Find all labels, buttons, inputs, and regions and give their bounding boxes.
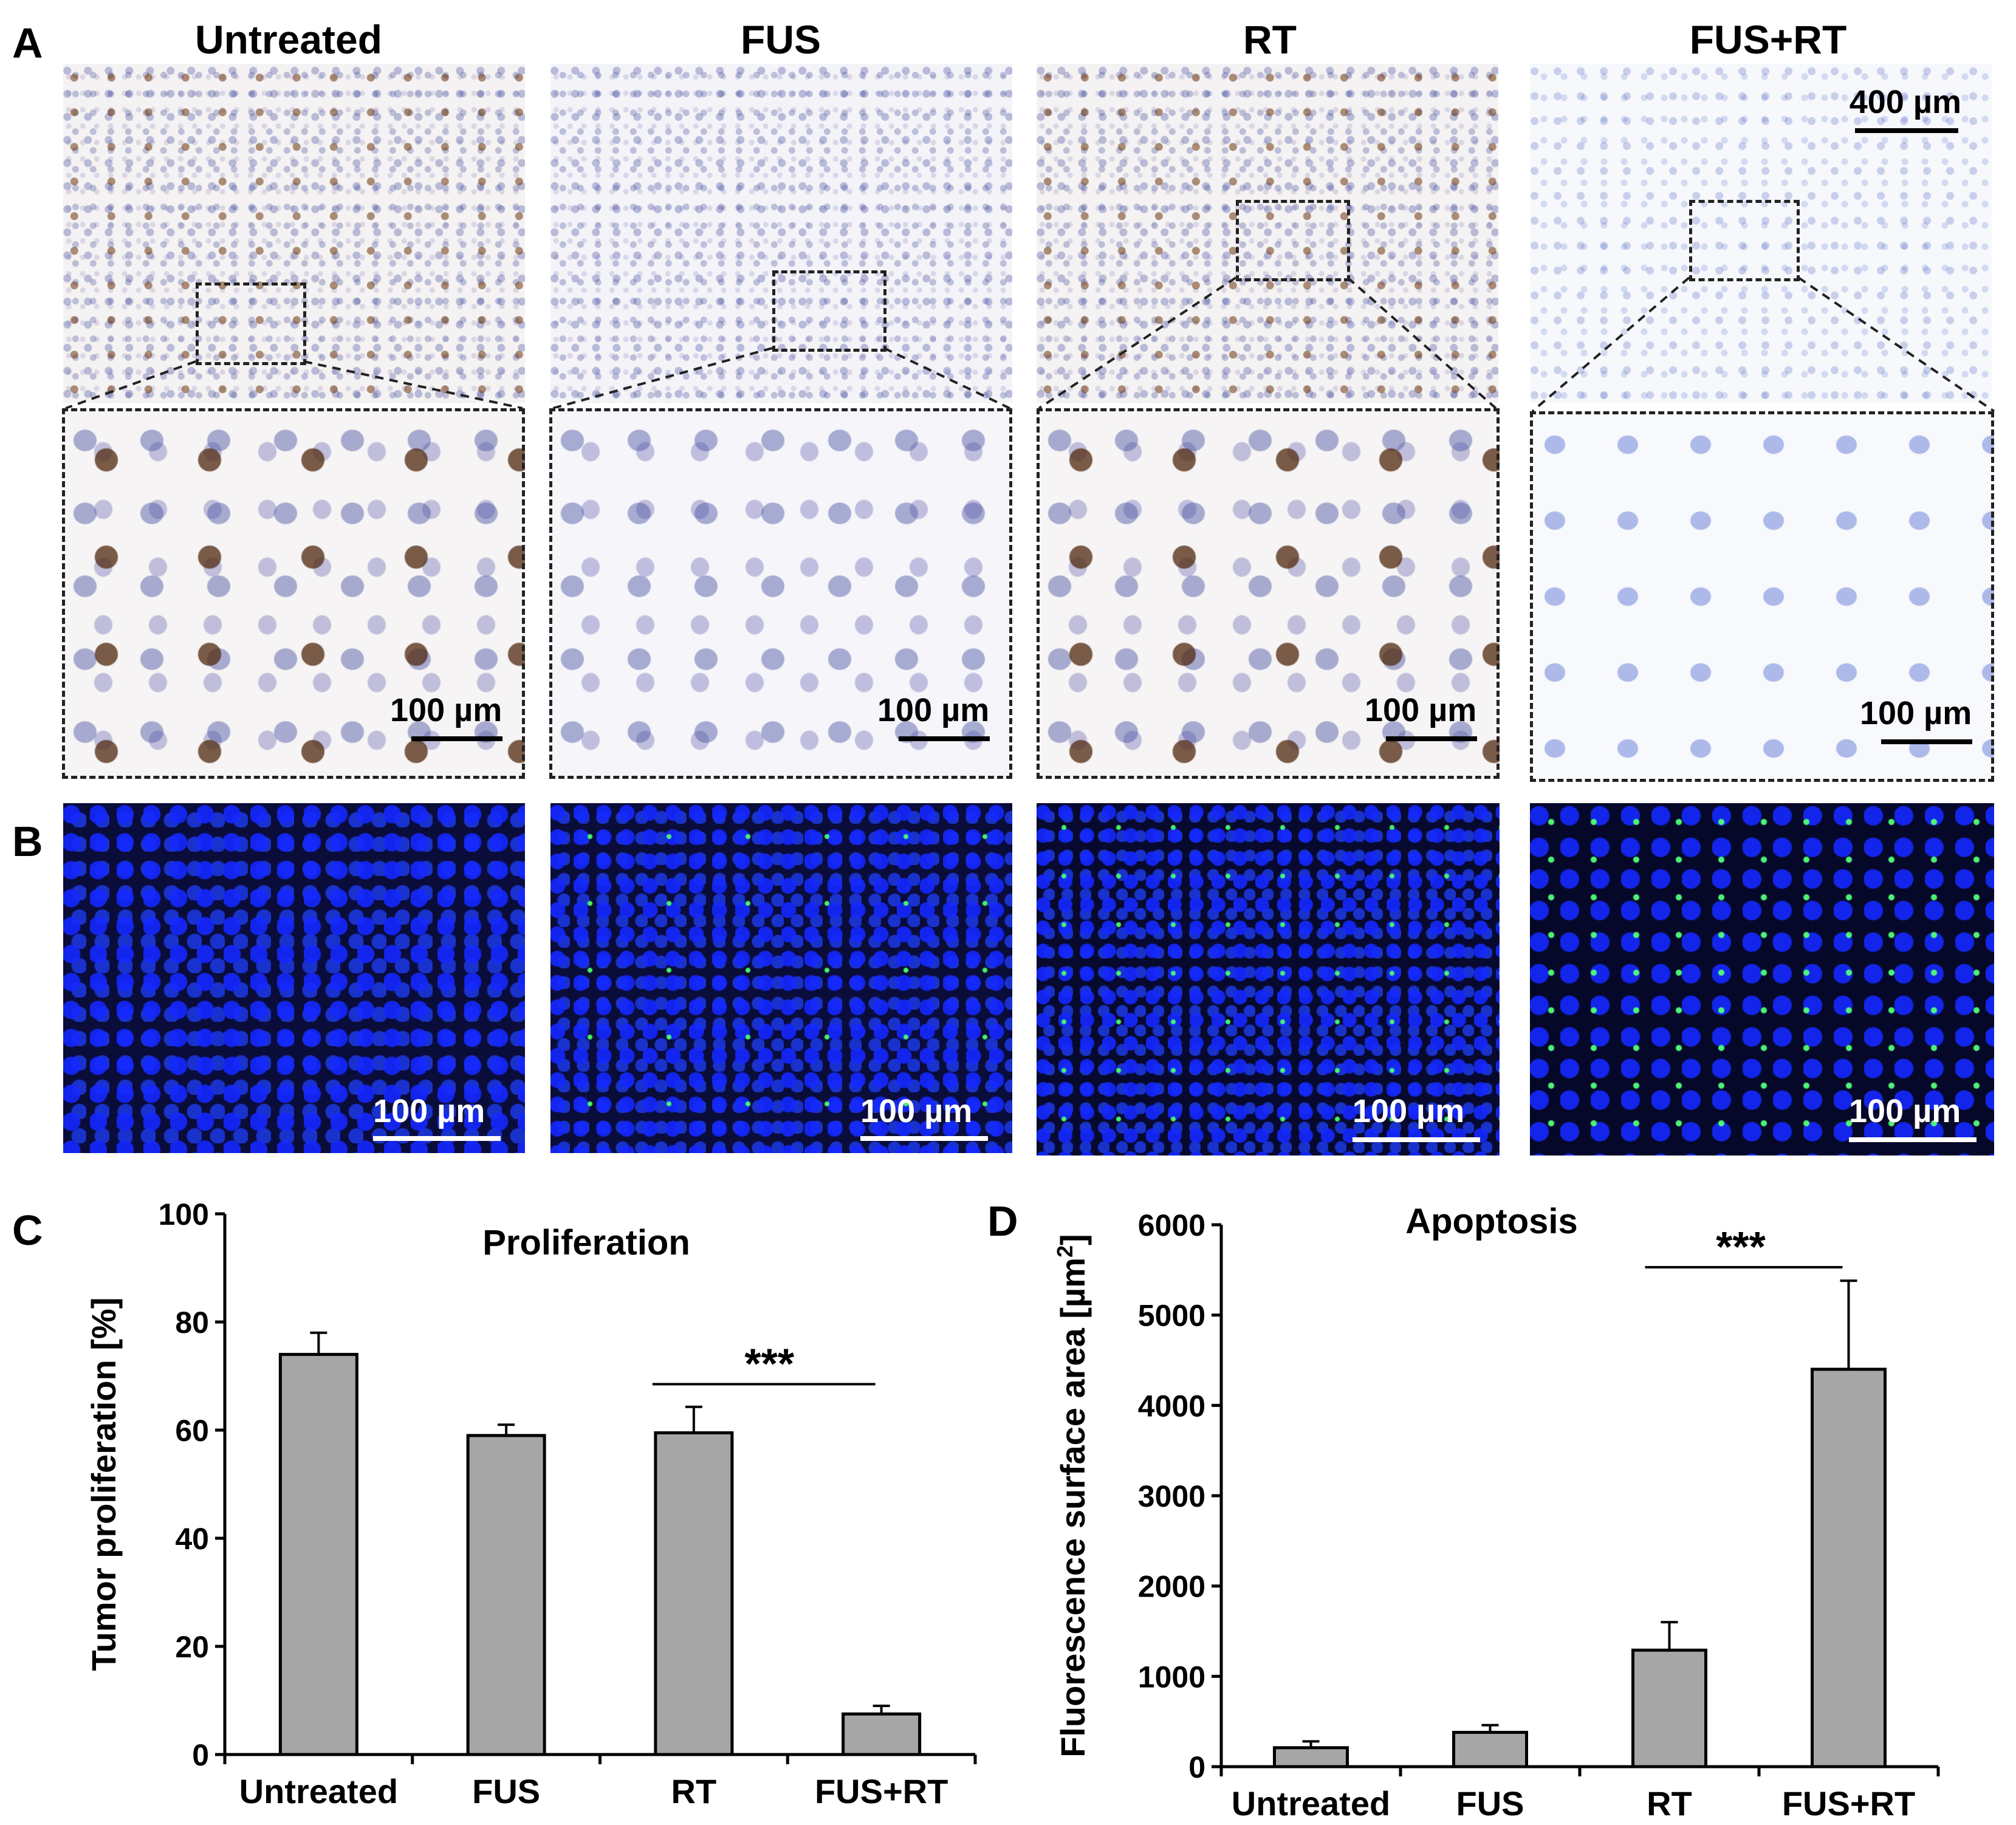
y-axis-label-text: Tumor proliferation [%] [84,1298,123,1671]
scalebar-fluo [1849,1137,1977,1142]
fluorescence-untreated: 100 µm [63,803,525,1153]
roi-box [772,270,886,352]
scalebar-zoom [1386,736,1477,741]
roi-box [1236,200,1350,281]
scalebar-label-zoom: 100 µm [877,692,990,728]
bar-rt [654,1431,734,1756]
scalebar-zoom [899,736,990,741]
ihc-overview-untreated [63,64,525,403]
ihc-zoom-rt: 100 µm [1037,408,1500,779]
roi-box [196,282,306,365]
zoom-connectors [65,276,1995,413]
x-tick-label: FUS+RT [815,1772,948,1810]
fluorescence-rt: 100 µm [1037,803,1500,1156]
scalebar-zoom [1881,739,1972,744]
x-tick-label: FUS [1456,1784,1524,1823]
y-axis-label-end: ] [1054,1234,1092,1245]
panel-letter-b: B [12,818,43,865]
significance-label: *** [1716,1223,1766,1270]
y-tick-label: 4000 [1138,1389,1205,1423]
column-title-rt: RT [1243,17,1297,62]
chart-title: Proliferation [482,1223,690,1262]
column-title-fus-rt: FUS+RT [1689,17,1847,62]
ihc-zoom-fus-rt: 100 µm [1530,411,1994,782]
column-title-fus: FUS [741,17,821,62]
roi-box [1689,200,1800,281]
y-axis-label: Fluorescence surface area [µm2] [1052,1234,1092,1758]
y-tick-label: 5000 [1138,1299,1205,1333]
ihc-zoom-fus: 100 µm [549,408,1012,779]
x-tick-label: RT [1647,1784,1692,1823]
x-tick-label: Untreated [1232,1784,1390,1823]
scalebar-label-fluo: 100 µm [860,1093,973,1129]
scalebar-label-fluo: 100 µm [1849,1093,1961,1129]
ihc-overview-rt [1037,64,1498,403]
bar-rt [1631,1648,1707,1769]
y-tick-label: 60 [175,1414,209,1448]
bar-fus [1452,1731,1528,1769]
scalebar-fluo [860,1136,988,1141]
chart-apoptosis: Apoptosis 0 1000 2000 3000 4000 5000 6000 Fluore… [1052,1202,1940,1823]
x-tick-label: RT [671,1772,717,1810]
chart-title: Apoptosis [1405,1202,1578,1241]
y-axis-label-text: Fluorescence surface area [µm [1054,1258,1092,1758]
scalebar-fluo [1353,1137,1480,1142]
y-tick-label: 6000 [1138,1208,1205,1242]
x-tick-label: FUS+RT [1782,1784,1915,1823]
column-title-untreated: Untreated [194,17,383,62]
panel-letter-d: D [987,1197,1018,1245]
ihc-overview-fus [550,64,1012,403]
bar-untreated [1273,1746,1349,1769]
panel-letter-c: C [12,1207,43,1254]
scalebar-label-400: 400 µm [1849,84,1961,120]
scalebar-fluo [373,1136,501,1141]
x-tick-label: FUS [472,1772,540,1810]
y-tick-label: 40 [175,1522,209,1556]
significance-label: *** [744,1340,794,1387]
y-tick-label: 20 [175,1630,209,1664]
bar-fus-rt [842,1712,922,1756]
y-tick-label: 1000 [1138,1660,1205,1694]
y-tick-label: 2000 [1138,1570,1205,1604]
scalebar-label-zoom: 100 µm [390,692,502,728]
y-tick-label: 0 [192,1738,209,1772]
scalebar-label-zoom: 100 µm [1860,695,1972,731]
fluorescence-fus-rt: 100 µm [1530,803,1994,1156]
y-axis-label: Tumor proliferation [%] [84,1298,123,1671]
scalebar-400 [1855,128,1958,133]
scalebar-label-zoom: 100 µm [1365,692,1477,728]
y-tick-label: 100 [159,1197,209,1231]
y-tick-label: 80 [175,1306,209,1340]
bar-untreated [278,1352,358,1756]
y-tick-label: 0 [1188,1750,1205,1784]
scalebar-label-fluo: 100 µm [373,1093,485,1129]
scalebar-zoom [411,736,502,741]
fluorescence-fus: 100 µm [550,803,1012,1153]
scalebar-label-fluo: 100 µm [1353,1093,1465,1129]
chart-proliferation: Proliferation 0 20 40 60 80 100 Tumor prolifera… [84,1197,977,1810]
panel-letter-a: A [12,19,43,67]
ihc-zoom-untreated: 100 µm [62,408,525,779]
bar-fus-rt [1811,1368,1887,1769]
bar-fus [466,1434,546,1756]
x-tick-label: Untreated [239,1772,398,1810]
y-axis-label-sup: 2 [1052,1245,1077,1258]
y-tick-label: 3000 [1138,1479,1205,1513]
